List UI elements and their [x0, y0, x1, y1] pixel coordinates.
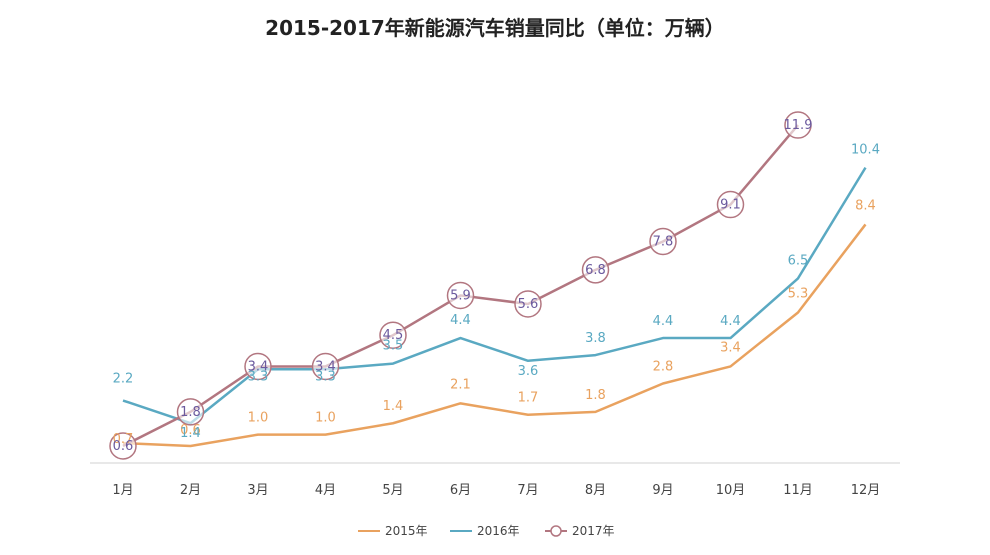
data-label: 8.4 — [855, 198, 876, 213]
data-label: 1.7 — [518, 391, 539, 406]
x-tick-label: 8月 — [585, 483, 606, 498]
data-label: 3.3 — [315, 369, 336, 384]
data-label: 0.6 — [180, 423, 201, 438]
x-tick-label: 7月 — [517, 483, 538, 498]
legend-marker — [550, 525, 562, 537]
chart-title: 2015-2017年新能源汽车销量同比（单位：万辆） — [265, 16, 725, 40]
data-label: 4.4 — [653, 314, 674, 329]
data-label: 2.1 — [450, 377, 471, 392]
data-label: 1.0 — [315, 411, 336, 426]
data-label: 1.8 — [585, 388, 606, 403]
data-label: 1.8 — [180, 405, 201, 420]
series-line-1 — [122, 166, 867, 425]
data-label: 2.2 — [113, 372, 134, 387]
legend-label: 2017年 — [572, 524, 615, 538]
data-point-marker — [176, 398, 205, 426]
data-label: 4.4 — [720, 314, 741, 329]
legend-label: 2016年 — [477, 524, 520, 538]
data-label: 3.8 — [585, 331, 606, 346]
data-label: 3.6 — [518, 364, 539, 379]
x-tick-label: 1月 — [112, 483, 133, 498]
data-label: 0.7 — [113, 432, 134, 447]
data-label: 5.6 — [518, 297, 539, 312]
data-point-marker — [109, 432, 137, 460]
x-tick-label: 10月 — [716, 483, 746, 498]
data-label: 1.4 — [180, 426, 201, 441]
x-tick-label: 4月 — [315, 483, 336, 498]
data-label: 0.6 — [113, 439, 134, 454]
x-tick-label: 9月 — [652, 483, 673, 498]
data-point-marker — [311, 352, 340, 381]
data-label: 7.8 — [653, 234, 674, 249]
data-label: 10.4 — [851, 143, 880, 158]
data-point-marker — [514, 290, 542, 318]
data-label: 11.9 — [784, 118, 813, 133]
data-label: 3.4 — [248, 359, 269, 374]
data-label: 2.8 — [653, 359, 674, 374]
legend-label: 2015年 — [385, 524, 428, 538]
x-tick-label: 2月 — [180, 483, 201, 498]
x-tick-label: 12月 — [851, 483, 881, 498]
x-tick-label: 5月 — [382, 483, 403, 498]
data-label: 3.4 — [315, 359, 336, 374]
data-label: 3.5 — [383, 339, 404, 354]
x-tick-label: 3月 — [247, 483, 268, 498]
data-label: 5.3 — [788, 286, 809, 301]
data-label: 4.4 — [450, 313, 471, 328]
data-label: 9.1 — [720, 198, 741, 213]
data-point-marker — [244, 352, 272, 381]
data-label: 3.4 — [720, 340, 741, 355]
x-tick-label: 11月 — [783, 483, 813, 498]
x-tick-label: 6月 — [450, 483, 471, 498]
data-label: 3.3 — [248, 369, 269, 384]
data-point-marker — [784, 111, 812, 139]
data-label: 1.0 — [248, 411, 269, 426]
data-label: 6.5 — [788, 253, 809, 268]
data-label: 4.5 — [383, 328, 404, 343]
data-point-marker — [649, 227, 677, 256]
data-point-marker — [446, 281, 475, 310]
data-point-marker — [379, 321, 407, 349]
data-point-marker — [581, 256, 610, 284]
series-line-0 — [122, 223, 867, 448]
data-label: 5.9 — [450, 288, 471, 303]
data-point-marker — [716, 190, 745, 219]
data-label: 6.8 — [585, 263, 606, 278]
data-label: 1.4 — [383, 399, 404, 414]
